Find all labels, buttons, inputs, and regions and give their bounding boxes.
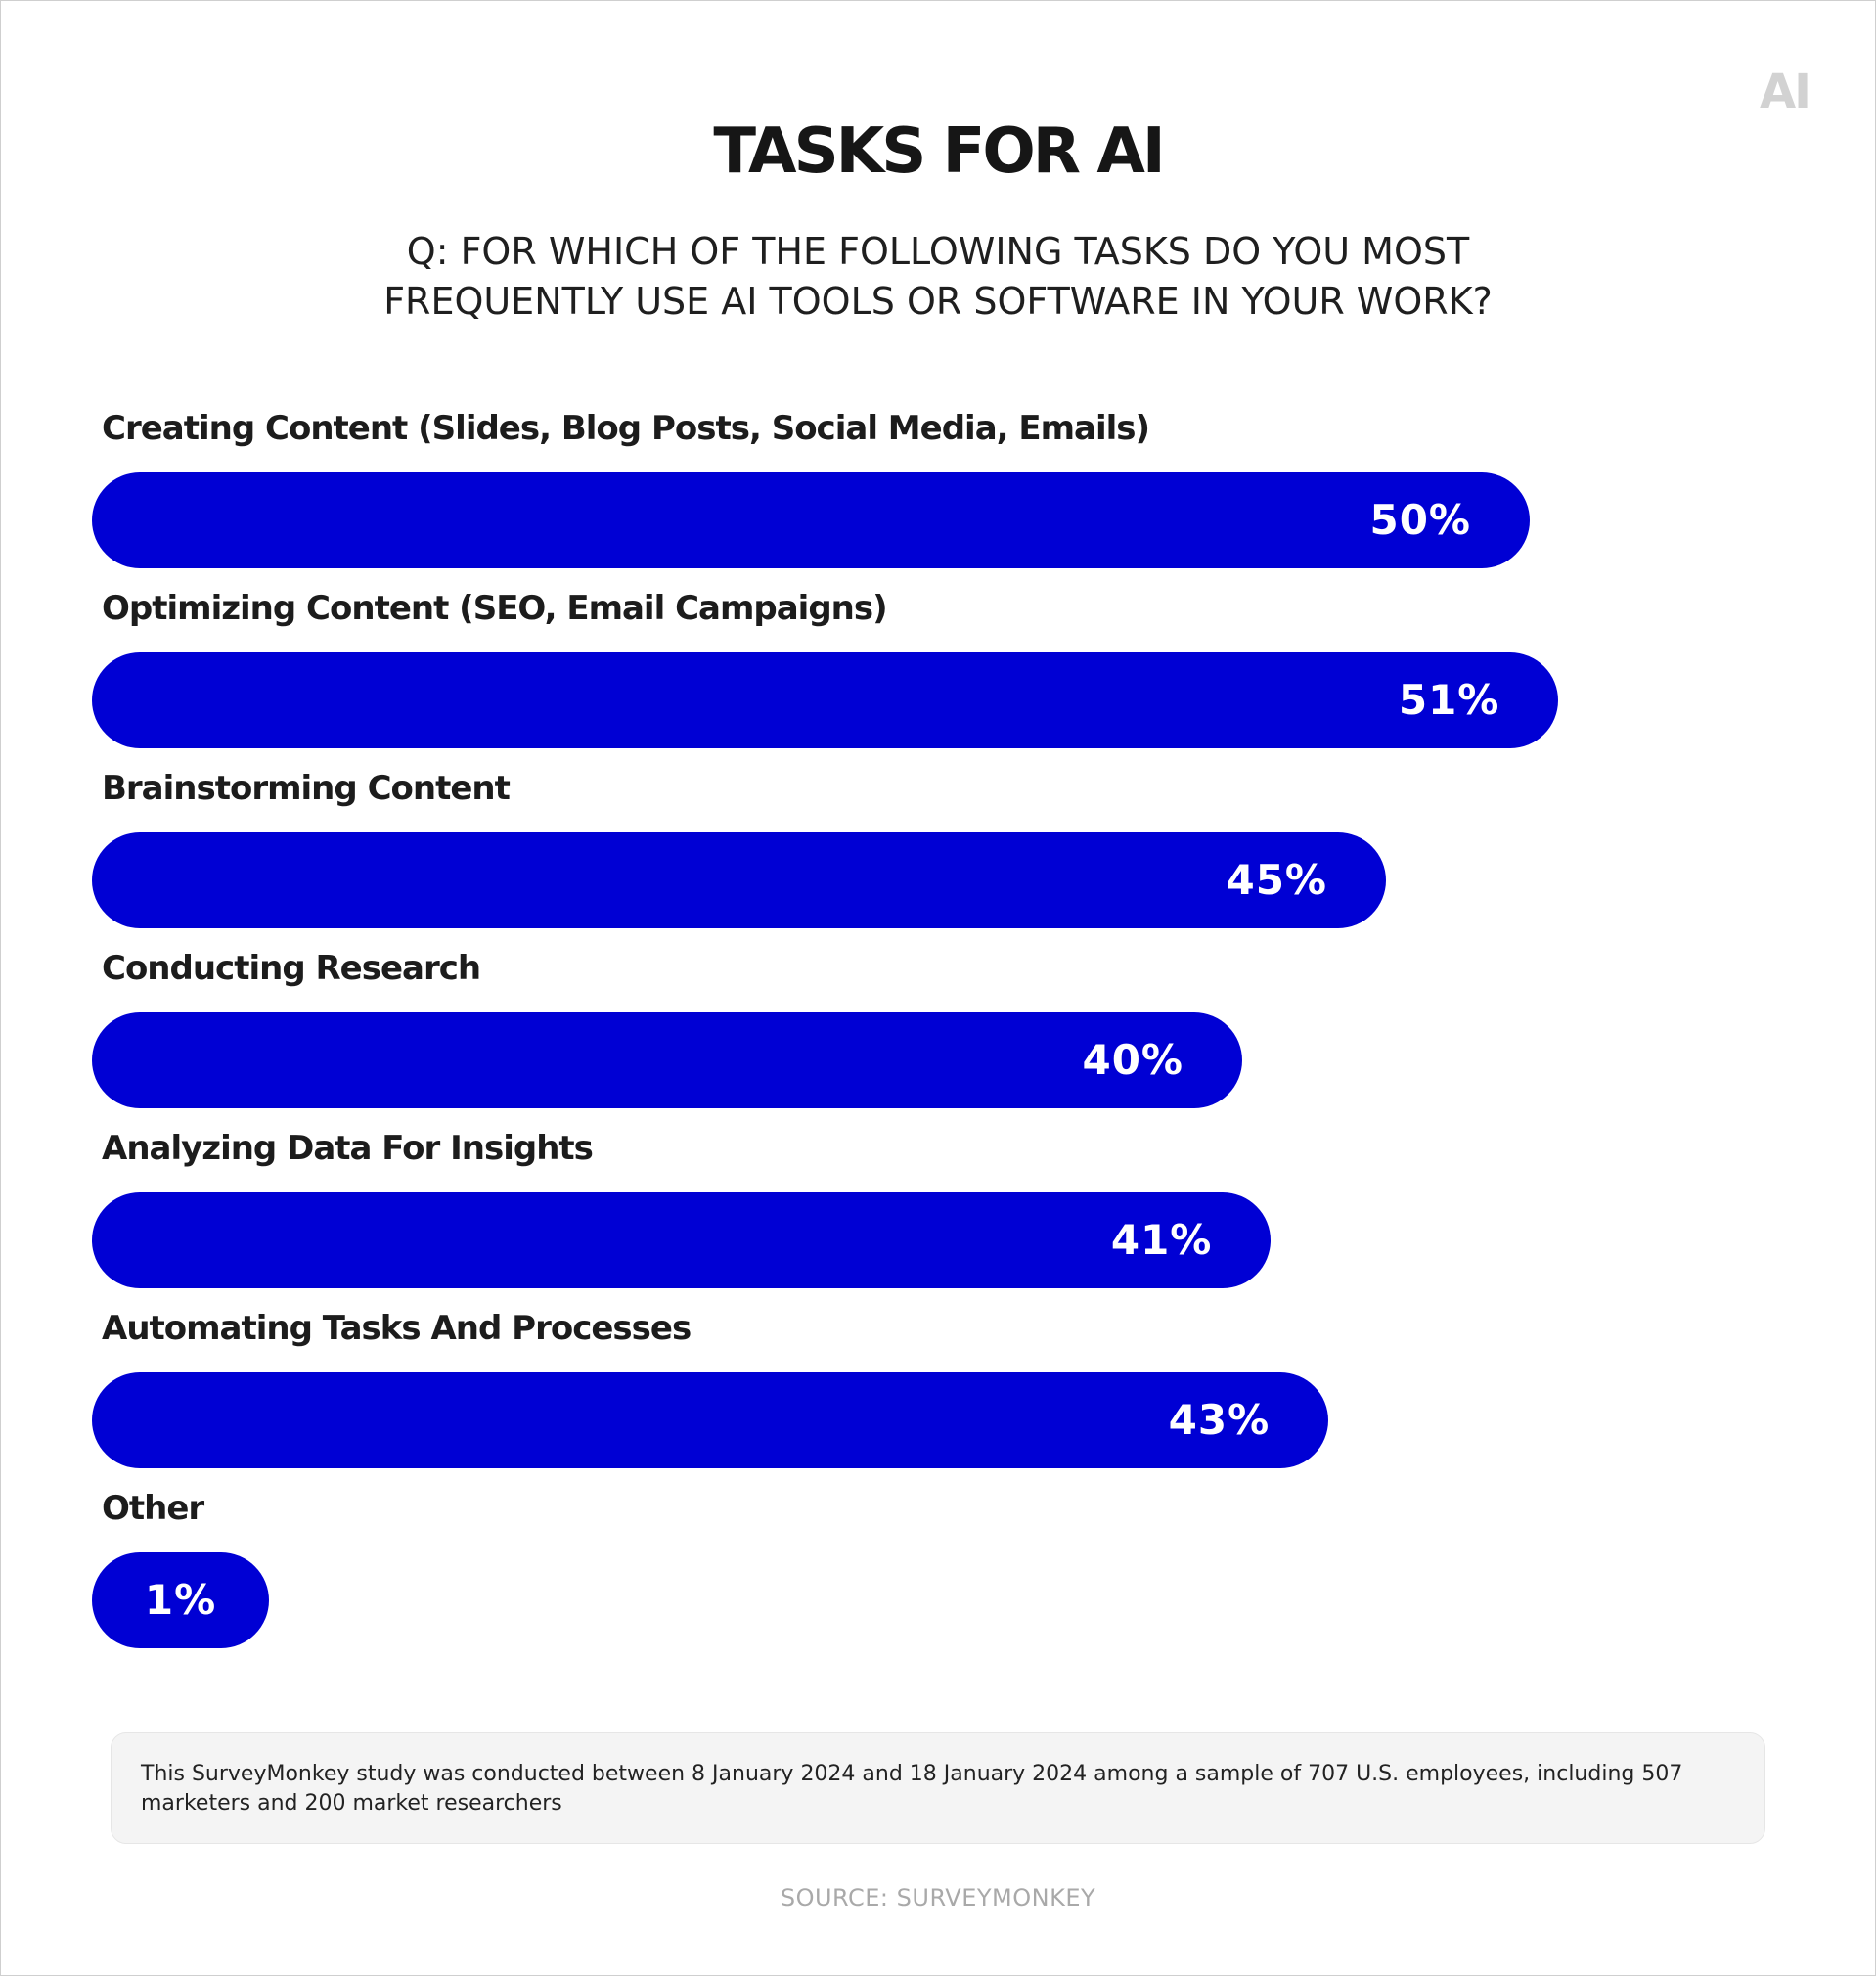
subtitle-line-2: FREQUENTLY USE AI TOOLS OR SOFTWARE IN Y… (383, 280, 1493, 323)
bar: 51% (92, 652, 1559, 748)
bar-label: Brainstorming Content (102, 769, 511, 808)
bar-value-label: 43% (1168, 1396, 1271, 1444)
bar-value-label: 1% (144, 1576, 217, 1624)
bar-label: Optimizing Content (SEO, Email Campaigns… (102, 589, 888, 628)
bar: 50% (92, 472, 1530, 568)
methodology-note: This SurveyMonkey study was conducted be… (111, 1732, 1765, 1844)
bar-label: Creating Content (Slides, Blog Posts, So… (102, 409, 1150, 448)
bar: 1% (92, 1552, 269, 1648)
bar: 40% (92, 1012, 1242, 1108)
bar-value-label: 50% (1369, 496, 1471, 544)
bar-label: Conducting Research (102, 949, 481, 988)
source-credit: SOURCE: SURVEYMONKEY (780, 1884, 1096, 1911)
chart-title: TASKS FOR AI (713, 115, 1165, 188)
subtitle-line-1: Q: FOR WHICH OF THE FOLLOWING TASKS DO Y… (406, 230, 1470, 273)
bar-value-label: 41% (1110, 1216, 1213, 1264)
bar: 45% (92, 832, 1386, 928)
bar: 43% (92, 1372, 1329, 1468)
brand-logo: AI (1759, 65, 1811, 119)
chart-subtitle: Q: FOR WHICH OF THE FOLLOWING TASKS DO Y… (351, 227, 1525, 327)
bar: 41% (92, 1192, 1272, 1288)
bar-label: Automating Tasks And Processes (102, 1309, 692, 1348)
bar-label: Analyzing Data For Insights (102, 1129, 594, 1168)
bar-value-label: 40% (1082, 1036, 1184, 1084)
bar-label: Other (102, 1489, 204, 1528)
bar-value-label: 51% (1398, 676, 1500, 724)
bar-value-label: 45% (1226, 856, 1327, 904)
